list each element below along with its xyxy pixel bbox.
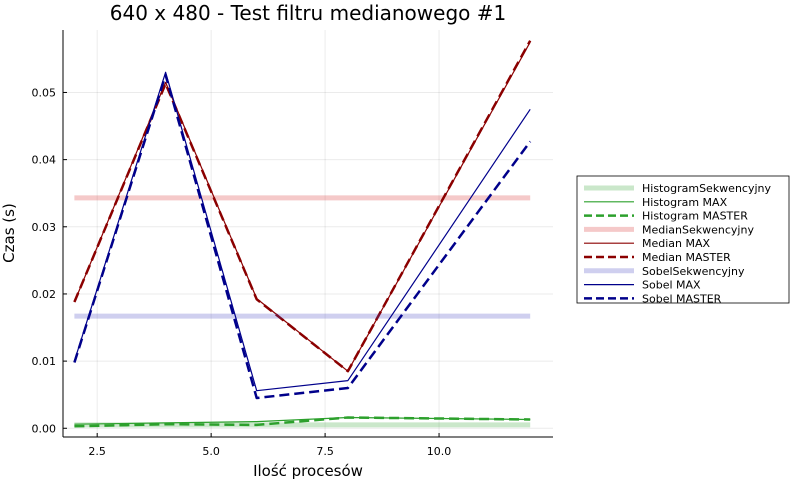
y-axis-label: Czas (s) <box>0 203 18 263</box>
legend-label-histogram-max: Histogram MAX <box>642 196 728 209</box>
grid <box>63 30 553 437</box>
y-tick-label: 0.00 <box>32 422 57 435</box>
legend-label-sobelsekwencyjny: SobelSekwencyjny <box>642 265 745 278</box>
legend-label-median-max: Median MAX <box>642 237 711 250</box>
legend-box <box>576 175 790 304</box>
plot-series <box>73 40 532 428</box>
tick-labels: 2.5 5.0 7.5 10.0 0.00 0.01 0.02 0.03 0.04 0.05 <box>32 86 452 458</box>
x-tick-label: 7.5 <box>316 445 334 458</box>
legend-label-histogram-master: Histogram MASTER <box>642 210 748 223</box>
y-tick-label: 0.02 <box>32 288 57 301</box>
legend-label-sobel-master: Sobel MASTER <box>642 292 722 305</box>
series-line-sobel-max <box>73 71 531 392</box>
x-axis-label: Ilość procesów <box>253 462 363 480</box>
y-tick-label: 0.01 <box>32 355 57 368</box>
series-line-histogram-master <box>74 416 531 428</box>
legend-label-median-master: Median MASTER <box>642 251 731 264</box>
x-tick-label: 10.0 <box>427 445 452 458</box>
axes <box>62 30 553 438</box>
x-tick-label: 5.0 <box>202 445 220 458</box>
legend-label-sobel-max: Sobel MAX <box>642 279 701 292</box>
legend-label-histogramsekwencyjny: HistogramSekwencyjny <box>642 182 772 195</box>
y-tick-label: 0.03 <box>32 221 57 234</box>
x-tick-label: 2.5 <box>88 445 106 458</box>
series-line-sobel-master <box>73 73 532 400</box>
chart-title: 640 x 480 - Test filtru medianowego #1 <box>110 1 506 25</box>
legend-label-mediansekwencyjny: MedianSekwencyjny <box>642 223 754 236</box>
series-line-median-max <box>73 41 531 372</box>
series-line-median-master <box>73 40 532 373</box>
y-tick-label: 0.05 <box>32 86 57 99</box>
y-tick-label: 0.04 <box>32 154 57 167</box>
